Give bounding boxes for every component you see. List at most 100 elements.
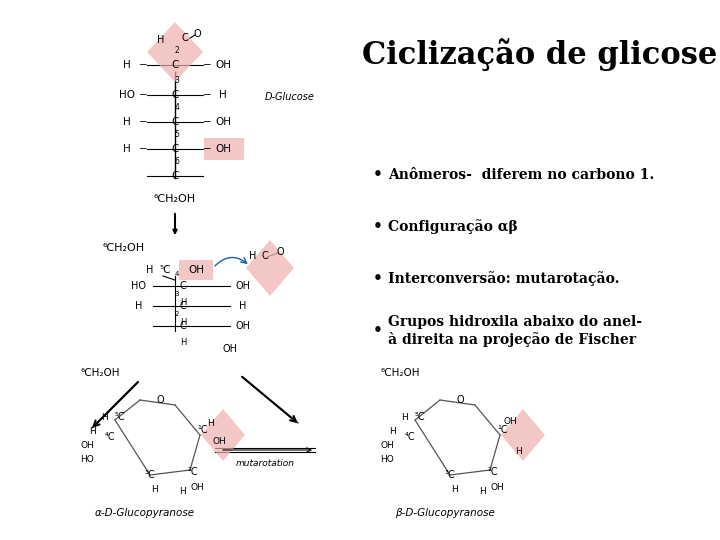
Text: C: C (181, 33, 189, 43)
Text: ⁵C: ⁵C (114, 412, 125, 422)
Text: O: O (456, 395, 464, 405)
Text: C: C (179, 301, 186, 311)
Text: 6: 6 (174, 157, 179, 166)
Text: α-D-Glucopyranose: α-D-Glucopyranose (95, 508, 195, 518)
Text: −: − (202, 117, 212, 127)
Text: HO: HO (380, 455, 394, 463)
Text: H: H (219, 90, 227, 100)
Text: 2: 2 (175, 46, 179, 55)
Text: OH: OH (235, 321, 251, 331)
Polygon shape (147, 22, 203, 82)
Text: ²C: ²C (188, 467, 198, 477)
Text: H: H (152, 485, 158, 495)
Text: C: C (171, 144, 179, 154)
Text: ⁶CH₂OH: ⁶CH₂OH (80, 368, 120, 378)
Text: H: H (180, 298, 186, 307)
Text: 3: 3 (175, 291, 179, 297)
Text: H: H (239, 301, 247, 311)
Text: H: H (123, 60, 131, 70)
Text: H: H (402, 413, 408, 422)
Text: −: − (139, 117, 148, 127)
Text: 4: 4 (174, 103, 179, 112)
Text: Grupos hidroxila abaixo do anel-
à direita na projeção de Fischer: Grupos hidroxila abaixo do anel- à direi… (388, 315, 642, 347)
Text: H: H (146, 265, 153, 275)
Text: ⁴C: ⁴C (405, 432, 415, 442)
Text: 4: 4 (175, 271, 179, 277)
Text: H: H (180, 338, 186, 347)
Text: C: C (171, 117, 179, 127)
Text: ³C: ³C (145, 470, 156, 480)
Text: 5: 5 (174, 130, 179, 139)
Text: C: C (179, 281, 186, 291)
Text: OH: OH (188, 265, 204, 275)
Polygon shape (246, 240, 294, 296)
Text: ⁵C: ⁵C (159, 265, 171, 275)
Text: OH: OH (503, 416, 517, 426)
Text: ¹C: ¹C (197, 425, 207, 435)
Text: 2: 2 (175, 311, 179, 317)
Text: −: − (202, 144, 212, 154)
Text: Anômeros-  diferem no carbono 1.: Anômeros- diferem no carbono 1. (388, 168, 654, 182)
Text: H: H (179, 488, 186, 496)
Text: Interconversão: mutarotação.: Interconversão: mutarotação. (388, 272, 619, 286)
Text: OH: OH (490, 483, 504, 491)
Text: C: C (261, 251, 269, 261)
Polygon shape (501, 409, 545, 461)
Text: −: − (202, 60, 212, 70)
Text: C: C (171, 171, 179, 181)
Text: H: H (135, 301, 143, 311)
Text: H: H (207, 418, 213, 428)
Text: −: − (202, 90, 212, 100)
Text: −: − (139, 144, 148, 154)
Text: β-D-Glucopyranose: β-D-Glucopyranose (395, 508, 495, 518)
Text: HO: HO (132, 281, 146, 291)
Text: O: O (156, 395, 164, 405)
Text: •: • (373, 167, 383, 183)
Text: OH: OH (380, 441, 394, 449)
Text: OH: OH (215, 117, 231, 127)
Text: ⁴C: ⁴C (104, 432, 115, 442)
Text: OH: OH (215, 60, 231, 70)
Text: H: H (451, 485, 459, 495)
Text: Configuração αβ: Configuração αβ (388, 220, 518, 234)
Text: C: C (171, 90, 179, 100)
Text: H: H (123, 144, 131, 154)
Text: H: H (249, 251, 257, 261)
Text: Ciclização de glicose: Ciclização de glicose (362, 38, 718, 71)
Text: H: H (516, 447, 523, 456)
Text: ¹C: ¹C (497, 425, 508, 435)
Text: H: H (123, 117, 131, 127)
Text: HO: HO (80, 455, 94, 463)
Text: H: H (89, 427, 96, 435)
Text: O: O (276, 247, 284, 257)
Polygon shape (201, 409, 245, 461)
Text: ⁵C: ⁵C (415, 412, 425, 422)
Text: H: H (180, 318, 186, 327)
Text: OH: OH (80, 441, 94, 449)
Text: ³C: ³C (445, 470, 455, 480)
Text: C: C (179, 321, 186, 331)
Text: −: − (139, 60, 148, 70)
Text: O: O (193, 29, 201, 39)
Text: •: • (373, 323, 383, 339)
FancyBboxPatch shape (179, 260, 213, 280)
Text: D-Glucose: D-Glucose (265, 92, 315, 102)
Text: •: • (373, 272, 383, 287)
FancyBboxPatch shape (204, 138, 244, 160)
Text: •: • (373, 219, 383, 234)
Text: ⁶CH₂OH: ⁶CH₂OH (103, 243, 145, 253)
Text: mutarotation: mutarotation (235, 460, 294, 469)
Text: OH: OH (212, 437, 226, 447)
Text: ⁶CH₂OH: ⁶CH₂OH (380, 368, 420, 378)
Text: 3: 3 (174, 76, 179, 85)
Text: OH: OH (215, 144, 231, 154)
Text: ²C: ²C (487, 467, 498, 477)
Text: ⁶CH₂OH: ⁶CH₂OH (154, 194, 196, 204)
Text: OH: OH (222, 344, 238, 354)
Text: HO: HO (119, 90, 135, 100)
Text: H: H (390, 427, 397, 435)
Text: OH: OH (190, 483, 204, 491)
Text: C: C (171, 60, 179, 70)
Text: H: H (157, 35, 165, 45)
Text: −: − (139, 90, 148, 100)
